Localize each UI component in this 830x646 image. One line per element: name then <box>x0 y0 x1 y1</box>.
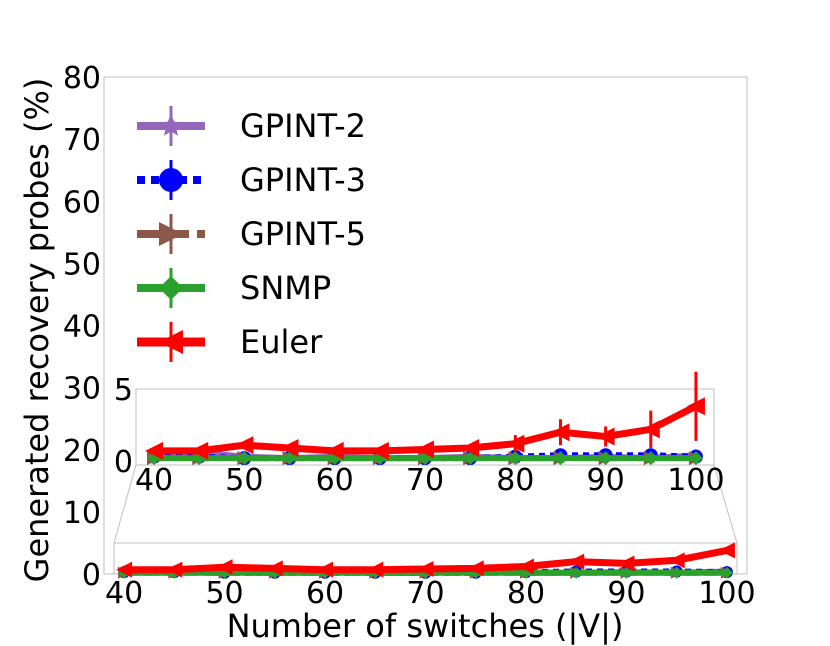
zoom-connector-right <box>713 464 738 544</box>
x-tick-label: 70 <box>406 576 444 611</box>
zoom-connector-left <box>113 464 137 544</box>
inset-point-snmp <box>282 451 297 466</box>
inset-x-tick-label: 80 <box>496 463 534 498</box>
inset-x-tick-labels: 40 50 60 70 80 90 100 <box>135 463 725 498</box>
x-tick-label: 60 <box>306 576 344 611</box>
y-tick-label: 10 <box>63 496 101 531</box>
inset-y-tick-labels: 05 <box>114 373 133 480</box>
main-point-euler <box>216 559 233 576</box>
main-point-euler <box>166 561 183 578</box>
inset-point-euler <box>235 436 254 455</box>
main-point-euler <box>718 542 735 559</box>
inset-point-snmp <box>688 451 703 466</box>
inset-point-euler <box>641 420 660 439</box>
main-point-euler <box>266 560 283 577</box>
legend-label-gpint-3: GPINT-3 <box>240 161 366 199</box>
main-point-snmp <box>570 566 583 579</box>
x-tick-label: 90 <box>607 576 645 611</box>
inset-point-snmp <box>463 451 478 466</box>
main-series-group <box>116 542 735 579</box>
inset-point-euler <box>416 440 434 459</box>
inset-point-euler <box>280 439 299 458</box>
inset-point-snmp <box>237 451 252 466</box>
y-tick-label: 40 <box>63 310 101 345</box>
y-tick-label: 20 <box>63 434 101 469</box>
main-point-snmp <box>670 566 683 579</box>
inset-x-tick-label: 60 <box>316 463 354 498</box>
legend: GPINT-2 GPINT-3 GPINT-5 SNMP Euler <box>137 106 366 362</box>
inset-point-euler <box>461 439 480 458</box>
inset-point-euler <box>370 441 389 460</box>
y-axis-label: Generated recovery probes (%) <box>18 78 56 583</box>
x-axis-label: Number of switches (|V|) <box>227 607 624 645</box>
main-point-euler <box>417 561 434 578</box>
inset-y-tick-label: 0 <box>114 445 133 480</box>
main-point-euler <box>517 558 534 575</box>
inset-point-snmp <box>643 451 658 466</box>
main-point-euler <box>668 552 685 569</box>
main-y-tick-labels: 0 10 20 30 40 50 60 70 80 <box>63 61 101 593</box>
y-tick-label: 70 <box>63 123 101 158</box>
inset-point-euler <box>145 441 164 460</box>
legend-marker-snmp <box>159 276 183 300</box>
legend-label-snmp: SNMP <box>240 269 331 307</box>
x-tick-label: 80 <box>507 576 545 611</box>
main-point-euler <box>116 561 133 578</box>
main-plot-area <box>103 76 748 575</box>
legend-label-gpint-2: GPINT-2 <box>240 107 366 145</box>
x-tick-label: 50 <box>205 576 243 611</box>
main-point-euler <box>467 560 484 577</box>
inset-x-tick-label: 40 <box>135 463 173 498</box>
inset-point-euler <box>596 427 615 446</box>
inset-point-snmp <box>508 451 523 466</box>
y-tick-label: 30 <box>63 372 101 407</box>
main-point-euler <box>568 553 585 570</box>
inset-x-tick-label: 100 <box>667 463 724 498</box>
inset-point-euler <box>686 397 705 416</box>
main-point-snmp <box>620 566 633 579</box>
legend-marker-gpint-3 <box>159 168 183 192</box>
main-point-snmp <box>720 566 733 579</box>
main-point-euler <box>317 561 334 578</box>
y-tick-label: 80 <box>63 61 101 96</box>
legend-label-euler: Euler <box>240 323 323 361</box>
inset-point-euler <box>551 423 570 442</box>
y-tick-label: 60 <box>63 185 101 220</box>
inset-point-euler <box>190 441 209 460</box>
inset-point-euler <box>506 434 525 453</box>
legend-marker-gpint-5 <box>159 222 183 246</box>
inset-point-snmp <box>598 451 613 466</box>
legend-label-gpint-5: GPINT-5 <box>240 215 366 253</box>
main-point-euler <box>367 561 384 578</box>
main-x-tick-labels: 40 50 60 70 80 90 100 <box>105 576 756 611</box>
inset-x-tick-label: 70 <box>406 463 444 498</box>
inset-x-tick-label: 50 <box>225 463 263 498</box>
main-point-euler <box>618 555 635 572</box>
inset-point-euler <box>325 441 344 460</box>
y-tick-label: 50 <box>63 247 101 282</box>
x-tick-label: 40 <box>105 576 143 611</box>
inset-point-snmp <box>553 451 568 466</box>
inset-series-group <box>145 371 705 466</box>
y-tick-label: 0 <box>82 558 101 593</box>
inset-x-tick-label: 90 <box>587 463 625 498</box>
x-tick-label: 100 <box>698 576 755 611</box>
inset-y-tick-label: 5 <box>114 373 133 408</box>
legend-marker-gpint-2 <box>159 114 183 136</box>
legend-marker-euler <box>159 330 183 354</box>
